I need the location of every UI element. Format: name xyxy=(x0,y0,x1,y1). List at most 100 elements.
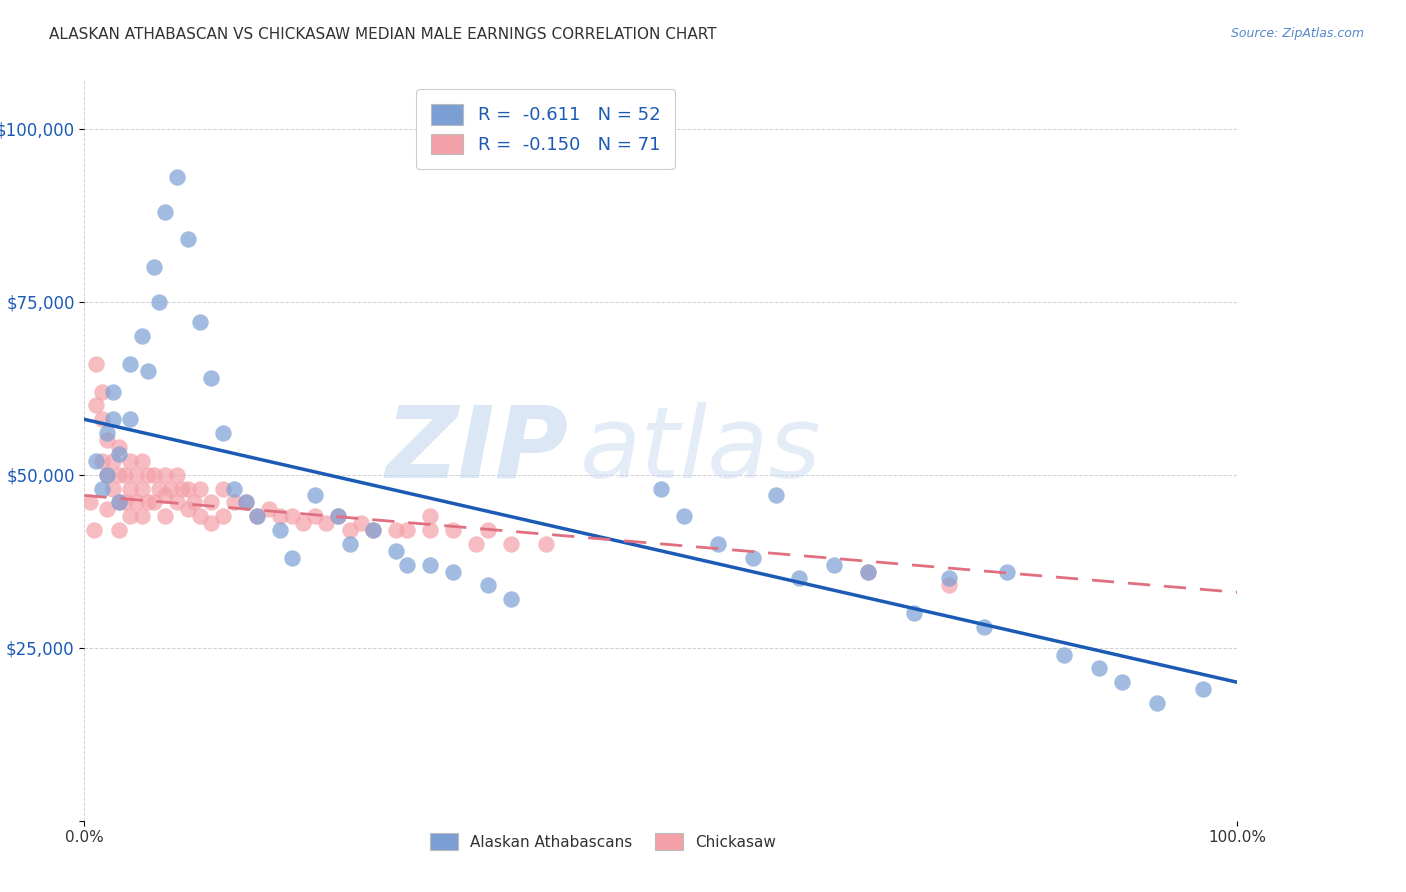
Point xyxy=(114,495,136,509)
Point xyxy=(1191,682,1213,697)
Point xyxy=(177,232,200,246)
Point xyxy=(269,523,291,537)
Point xyxy=(166,170,188,185)
Point xyxy=(281,550,304,565)
Point xyxy=(108,467,131,482)
Point xyxy=(125,495,148,509)
Point xyxy=(108,523,131,537)
Point xyxy=(499,537,522,551)
Point xyxy=(200,371,222,385)
Point xyxy=(166,467,188,482)
Point xyxy=(120,509,142,524)
Point xyxy=(441,565,464,579)
Point xyxy=(350,516,373,530)
Point xyxy=(131,509,153,524)
Point xyxy=(304,509,326,524)
Point xyxy=(108,440,131,454)
Point xyxy=(120,482,142,496)
Point xyxy=(200,516,222,530)
Point xyxy=(534,537,557,551)
Point xyxy=(938,572,960,586)
Point xyxy=(257,502,280,516)
Point xyxy=(224,482,246,496)
Point xyxy=(131,482,153,496)
Text: atlas: atlas xyxy=(581,402,821,499)
Point xyxy=(858,565,880,579)
Point xyxy=(1053,648,1076,662)
Point xyxy=(84,454,107,468)
Point xyxy=(90,412,112,426)
Point xyxy=(304,488,326,502)
Point xyxy=(120,412,142,426)
Point xyxy=(108,495,131,509)
Point xyxy=(148,294,170,309)
Point xyxy=(108,447,131,461)
Point xyxy=(177,482,200,496)
Point xyxy=(1111,675,1133,690)
Point xyxy=(938,578,960,592)
Point xyxy=(142,260,165,274)
Point xyxy=(361,523,384,537)
Point xyxy=(211,482,233,496)
Point xyxy=(292,516,315,530)
Point xyxy=(96,467,118,482)
Point xyxy=(131,454,153,468)
Point xyxy=(441,523,464,537)
Point xyxy=(103,384,124,399)
Point xyxy=(224,495,246,509)
Point xyxy=(131,329,153,343)
Point xyxy=(142,467,165,482)
Point xyxy=(787,572,810,586)
Point xyxy=(103,412,124,426)
Point xyxy=(84,399,107,413)
Point xyxy=(707,537,730,551)
Point xyxy=(200,495,222,509)
Point xyxy=(499,592,522,607)
Point xyxy=(858,565,880,579)
Point xyxy=(396,558,419,572)
Point xyxy=(339,523,361,537)
Point xyxy=(281,509,304,524)
Point xyxy=(160,482,183,496)
Point xyxy=(650,482,672,496)
Point xyxy=(183,495,205,509)
Point xyxy=(419,558,441,572)
Point xyxy=(973,620,995,634)
Point xyxy=(153,204,176,219)
Point xyxy=(136,467,159,482)
Point xyxy=(211,509,233,524)
Point xyxy=(166,495,188,509)
Text: Source: ZipAtlas.com: Source: ZipAtlas.com xyxy=(1230,27,1364,40)
Point xyxy=(1146,696,1168,710)
Point xyxy=(108,495,131,509)
Point xyxy=(136,495,159,509)
Point xyxy=(672,509,695,524)
Point xyxy=(114,467,136,482)
Point xyxy=(315,516,337,530)
Point xyxy=(742,550,765,565)
Point xyxy=(96,467,118,482)
Point xyxy=(188,509,211,524)
Point xyxy=(120,454,142,468)
Point xyxy=(823,558,845,572)
Point xyxy=(96,502,118,516)
Point xyxy=(84,357,107,371)
Point xyxy=(136,364,159,378)
Point xyxy=(384,543,406,558)
Point xyxy=(177,502,200,516)
Point xyxy=(326,509,349,524)
Point xyxy=(96,426,118,441)
Point xyxy=(90,454,112,468)
Point xyxy=(384,523,406,537)
Point xyxy=(419,509,441,524)
Point xyxy=(172,482,194,496)
Point xyxy=(103,482,124,496)
Point xyxy=(142,495,165,509)
Point xyxy=(153,509,176,524)
Point xyxy=(188,315,211,329)
Point xyxy=(103,454,124,468)
Point xyxy=(153,467,176,482)
Point xyxy=(148,482,170,496)
Text: ZIP: ZIP xyxy=(385,402,568,499)
Point xyxy=(211,426,233,441)
